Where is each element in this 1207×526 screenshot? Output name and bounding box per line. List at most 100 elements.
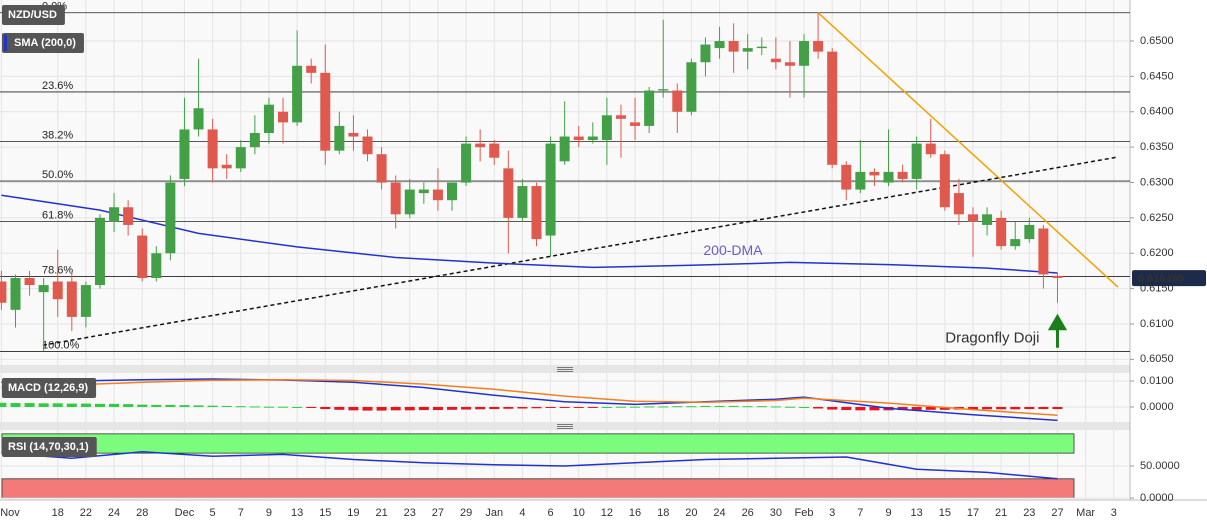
y-tick-label: 50.0000 [1140,460,1180,472]
histogram-bar [123,404,134,407]
candle-body [827,51,838,165]
candle-body [137,235,148,278]
x-tick-label: 6 [548,507,554,519]
fib-label: 50.0% [42,169,73,181]
histogram-bar [66,403,77,407]
label-text: NZD/USD [8,9,57,21]
x-tick-label: 19 [347,507,359,519]
candle-body [66,281,77,317]
candle-body [432,189,443,201]
histogram-bar [982,406,993,410]
histogram-bar [0,402,7,407]
candle-body [1024,224,1035,240]
x-tick-label: 27 [1051,507,1063,519]
histogram-bar [1024,406,1035,410]
y-tick-label: 0.6200 [1140,247,1174,259]
candle-body [982,214,993,225]
x-tick-label: 13 [291,507,303,519]
histogram-bar [869,406,880,411]
candle-body [320,72,331,151]
x-tick-label: 26 [742,507,754,519]
candle-body [179,129,190,179]
candle-body [615,115,626,119]
rsi-band [1,433,1075,454]
candle-body [1038,228,1049,275]
histogram-bar [193,405,204,407]
histogram-bar [376,406,387,411]
candle-body [151,253,162,278]
histogram-bar [80,403,91,407]
candle-body [630,122,641,126]
histogram-bar [263,406,274,408]
candle-body [869,171,880,176]
candle-body [559,136,570,162]
candle-body [644,90,655,126]
histogram-bar [320,406,331,410]
y-tick-label: 0.6100 [1140,318,1174,330]
y-tick-label: 0.6300 [1140,176,1174,188]
candle-body [489,143,500,158]
candle-body [996,217,1007,247]
x-tick-label: 18 [52,507,64,519]
histogram-bar [756,406,767,408]
label-text: SMA (200,0) [14,37,76,49]
candle-body [587,136,598,141]
histogram-bar [348,406,359,411]
histogram-bar [630,406,641,408]
histogram-bar [221,405,232,407]
histogram-bar [475,406,486,410]
rsi-band [1,478,1075,499]
x-tick-label: 5 [210,507,216,519]
histogram-bar [531,406,542,409]
y-tick-label: 0.6350 [1140,141,1174,153]
histogram-bar [137,404,148,407]
fib-label: 23.6% [42,80,73,92]
histogram-bar [278,406,289,408]
histogram-bar [601,406,612,408]
trendline [817,12,1119,288]
histogram-bar [770,406,781,408]
x-tick-label: 15 [319,507,331,519]
histogram-bar [38,403,49,407]
histogram-bar [10,403,21,407]
histogram-bar [967,406,978,410]
histogram-bar [686,406,697,408]
candle-body [855,171,866,190]
last-price-label: 0.616490 [1138,273,1184,285]
candle-body [1052,275,1063,278]
y-tick-label: 0.6050 [1140,353,1174,365]
histogram-bar [503,406,514,409]
candle-body [601,115,612,141]
histogram-bar [447,406,457,410]
y-tick-label: 0.0100 [1140,375,1174,387]
histogram-bar [714,405,725,407]
candle-body [461,143,472,183]
rsi-line [1,451,1058,480]
candle-body [686,62,697,112]
histogram-bar [109,403,120,407]
candle-body [728,41,739,52]
arrow [1047,313,1068,348]
candle-body [770,58,781,63]
sma-line [1,194,1058,274]
histogram-bar [235,406,246,408]
x-tick-label: 22 [80,507,92,519]
sma-label: 200-DMA [703,242,763,258]
candle-body [418,189,429,194]
candle-body [911,143,922,179]
candle-body [447,182,457,201]
candle-body [390,182,401,215]
indicator-label: MACD (12,26,9) [2,378,97,398]
candle-body [52,281,63,300]
histogram-bar [390,406,401,411]
histogram-bar [1038,406,1049,410]
histogram-bar [292,406,303,408]
candle-body [193,108,204,130]
candle-body [0,281,7,303]
x-tick-label: 12 [601,507,613,519]
y-tick-label: 0.0000 [1140,492,1174,504]
histogram-bar [996,406,1007,410]
x-tick-label: 9 [266,507,272,519]
x-tick-label: 7 [857,507,863,519]
histogram-bar [545,406,556,408]
